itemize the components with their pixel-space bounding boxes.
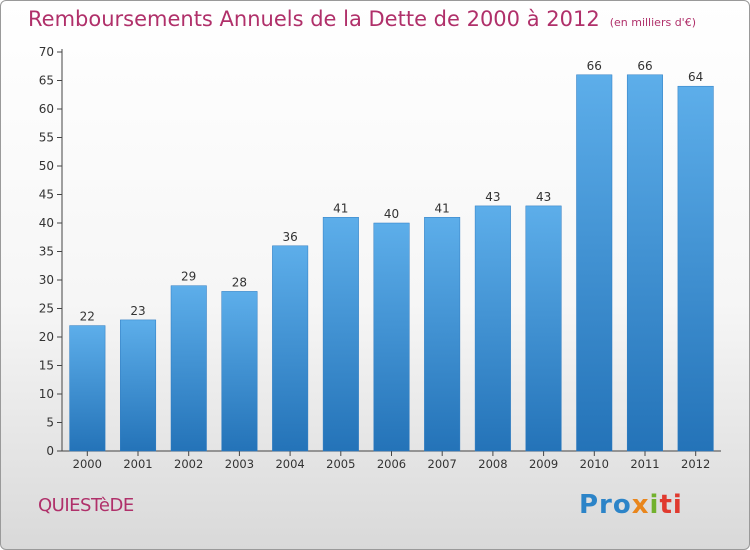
logo-part-4: ti	[659, 490, 683, 520]
bar-2009	[525, 205, 562, 452]
y-tick-label: 35	[39, 245, 54, 259]
x-axis: 2000 2001 2002 2003 2004 2005 2006 2007 2008 2009…	[62, 450, 721, 471]
x-tick-label-2012: 2012	[681, 457, 710, 471]
x-tick-label-2002: 2002	[174, 457, 203, 471]
data-label-2006: 40	[384, 207, 399, 221]
y-tick-label: 20	[39, 330, 54, 344]
data-label-2011: 66	[637, 59, 652, 73]
y-tick-label: 5	[46, 416, 54, 430]
proxiti-logo[interactable]: Proxiti	[579, 490, 683, 520]
x-tick-label-2005: 2005	[326, 457, 355, 471]
x-tick-label-2008: 2008	[478, 457, 507, 471]
chart-title: Remboursements Annuels de la Dette de 20…	[28, 7, 696, 31]
y-tick-label: 25	[39, 302, 54, 316]
data-label-2010: 66	[587, 59, 602, 73]
x-tick-label-2006: 2006	[377, 457, 406, 471]
bar-2004	[272, 245, 309, 452]
data-label-2000: 22	[80, 310, 95, 324]
y-tick-label: 15	[39, 359, 54, 373]
x-tick-label-2001: 2001	[123, 457, 152, 471]
commune-name: QUIESTèDE	[38, 495, 134, 516]
bar-2007	[424, 217, 461, 452]
y-axis: 0 5 10 15 20 25 30 35 40 45 50 55 60 65 70	[39, 45, 63, 458]
logo-part-3: i	[649, 490, 660, 520]
logo-part-2: x	[631, 490, 650, 520]
data-label-2005: 41	[333, 201, 348, 215]
y-tick-label: 60	[39, 102, 54, 116]
bar-2000	[69, 325, 106, 452]
bar-2011	[626, 74, 663, 452]
x-tick-label-2003: 2003	[225, 457, 254, 471]
y-tick-label: 50	[39, 159, 54, 173]
y-tick-label: 0	[46, 444, 54, 458]
x-tick-label-2011: 2011	[630, 457, 659, 471]
y-tick-label: 30	[39, 273, 54, 287]
y-tick-label: 55	[39, 131, 54, 145]
x-tick-label-2007: 2007	[428, 457, 457, 471]
data-labels-group: 22 23 29 28 36 41 40 41 43 43 66 66 64	[80, 59, 704, 324]
y-tick-label: 65	[39, 74, 54, 88]
y-tick-label: 70	[39, 45, 54, 59]
bar-2008	[474, 205, 511, 452]
data-label-2012: 64	[688, 70, 703, 84]
chart-title-text: Remboursements Annuels de la Dette de 20…	[28, 7, 600, 31]
bar-2006	[373, 222, 410, 452]
bar-2005	[322, 217, 359, 452]
bar-2002	[170, 285, 207, 452]
x-tick-label-2010: 2010	[580, 457, 609, 471]
data-label-2004: 36	[282, 230, 297, 244]
data-label-2008: 43	[485, 190, 500, 204]
data-label-2002: 29	[181, 270, 196, 284]
data-label-2003: 28	[232, 275, 247, 289]
bars-group	[69, 74, 714, 452]
x-tick-label-2009: 2009	[529, 457, 558, 471]
bar-2010	[576, 74, 613, 452]
data-label-2009: 43	[536, 190, 551, 204]
y-tick-label: 45	[39, 188, 54, 202]
logo-part-1: Pro	[579, 490, 632, 520]
x-tick-label-2000: 2000	[73, 457, 102, 471]
bar-2001	[120, 319, 157, 452]
y-tick-label: 40	[39, 216, 54, 230]
bar-2012	[677, 85, 714, 452]
chart-unit-label: (en milliers d'€)	[609, 16, 696, 29]
y-tick-label: 10	[39, 387, 54, 401]
bar-2003	[221, 291, 258, 452]
data-label-2001: 23	[130, 304, 145, 318]
x-tick-label-2004: 2004	[275, 457, 304, 471]
data-label-2007: 41	[435, 201, 450, 215]
